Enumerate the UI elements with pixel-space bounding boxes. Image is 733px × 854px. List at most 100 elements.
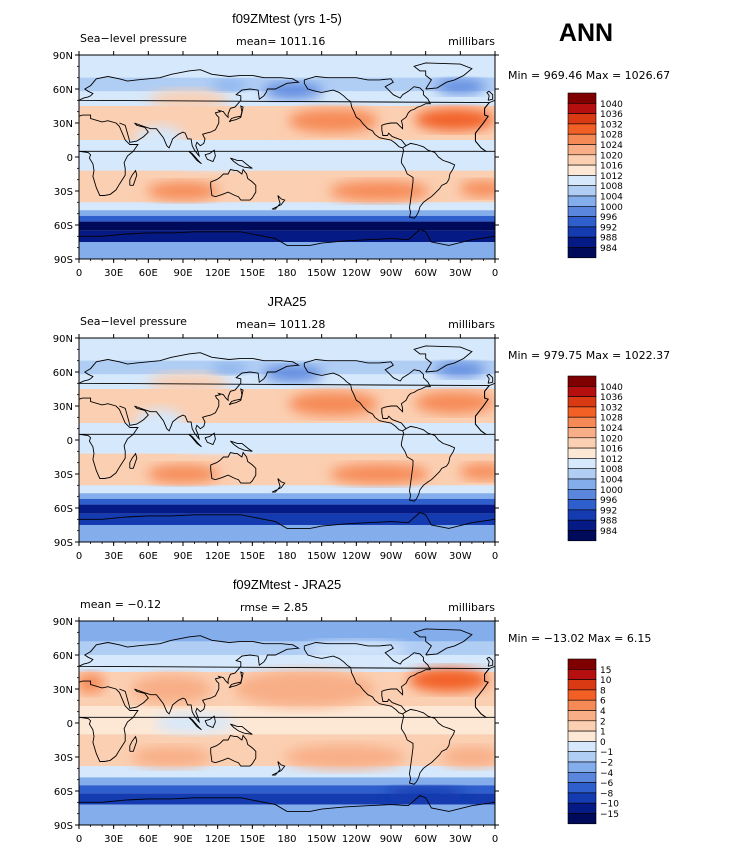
- lat-tick-label: 30S: [54, 470, 73, 481]
- lon-tick-label: 150E: [240, 551, 265, 562]
- field-band-subarctic: [79, 641, 495, 655]
- panel-2-units: millibars: [448, 318, 495, 331]
- colorbar-level-label: 1000: [600, 486, 623, 496]
- lon-tick-label: 0: [492, 551, 498, 562]
- field-blob-sind: [131, 747, 212, 767]
- colorbar-level-label: −1: [600, 748, 613, 758]
- colorbar-level-label: 984: [600, 244, 617, 254]
- lon-tick-label: 90W: [380, 268, 403, 279]
- colorbar-level-label: −2: [600, 759, 613, 769]
- colorbar-swatch: [567, 447, 597, 459]
- colorbar-swatch: [567, 164, 597, 176]
- colorbar-swatch: [567, 185, 597, 197]
- field-band-south-storm-2: [79, 498, 495, 505]
- colorbar-swatch: [567, 679, 597, 691]
- colorbar-level-label: 1: [600, 728, 606, 738]
- colorbar-swatch: [567, 478, 597, 490]
- field-blob-indian-high: [147, 465, 219, 483]
- field-blob-satl-high: [459, 180, 495, 197]
- panel-3-minmax: Min = −13.02 Max = 6.15: [508, 632, 651, 645]
- field-band-south-subtropic: [79, 453, 495, 486]
- lon-tick-label: 120E: [205, 834, 230, 845]
- colorbar-swatch: [567, 103, 597, 114]
- lat-tick-label: 90N: [53, 334, 73, 345]
- lon-tick-label: 120E: [205, 268, 230, 279]
- lon-tick-label: 60W: [414, 834, 437, 845]
- lat-tick-label: 0: [67, 436, 73, 447]
- colorbar-swatch: [567, 792, 597, 804]
- colorbar-swatch: [567, 813, 597, 825]
- lat-tick-label: 30S: [54, 753, 73, 764]
- lat-tick-label: 60N: [53, 368, 73, 379]
- field-band-arctic: [79, 621, 495, 642]
- field-band-south-trough: [79, 793, 495, 805]
- colorbar-level-label: 1016: [600, 445, 623, 455]
- lat-tick-label: 60S: [54, 504, 73, 515]
- field-blob-med: [79, 673, 105, 694]
- lat-tick-label: 30S: [54, 187, 73, 198]
- colorbar-level-label: 996: [600, 496, 617, 506]
- colorbar-swatch: [567, 427, 597, 439]
- field-blob-satl: [441, 747, 495, 767]
- field-blob-npac-high: [288, 108, 379, 133]
- colorbar-level-label: 1040: [600, 383, 623, 393]
- lat-tick-label: 60N: [53, 85, 73, 96]
- colorbar-level-label: −10: [600, 800, 619, 810]
- panel-2-title: JRA25: [267, 294, 306, 309]
- colorbar-level-label: 992: [600, 506, 617, 516]
- lon-tick-label: 120W: [342, 551, 371, 562]
- field-blob-natl-high: [408, 667, 489, 692]
- field-band-antarctic: [79, 242, 495, 259]
- colorbar-swatch: [567, 519, 597, 531]
- lat-tick-label: 30N: [53, 119, 73, 130]
- panel-2-mean: mean= 1011.28: [236, 318, 325, 331]
- field-blob-india-low: [134, 126, 185, 154]
- field-band-south-deep: [79, 785, 495, 794]
- colorbar-level-label: 1016: [600, 162, 623, 172]
- colorbar-swatch: [567, 720, 597, 732]
- lon-tick-label: 180: [277, 834, 296, 845]
- colorbar-level-label: 0: [600, 738, 606, 748]
- colorbar-swatch: [567, 206, 597, 217]
- lon-tick-label: 150W: [307, 551, 336, 562]
- lon-tick-label: 90W: [380, 551, 403, 562]
- colorbar-level-label: 15: [600, 666, 611, 676]
- lon-tick-label: 60W: [414, 551, 437, 562]
- map-field: [79, 55, 495, 259]
- lat-tick-label: 90S: [54, 255, 73, 266]
- colorbar-swatch: [567, 226, 597, 238]
- field-band-south-mid: [79, 202, 495, 211]
- colorbar-1: 1040103610321028102410201016101210081004…: [567, 92, 623, 259]
- field-band-south-mid: [79, 766, 495, 778]
- lon-tick-label: 60E: [139, 551, 158, 562]
- lon-tick-label: 0: [492, 834, 498, 845]
- lat-tick-label: 0: [67, 153, 73, 164]
- colorbar-swatch: [567, 509, 597, 521]
- field-band-antarctic-coast: [79, 230, 495, 242]
- field-blob-maritime: [172, 145, 263, 169]
- lon-tick-label: 0: [492, 268, 498, 279]
- colorbar-swatch: [567, 195, 597, 207]
- panel-3-mean: mean = −0.12: [80, 598, 161, 611]
- lon-tick-label: 60E: [139, 268, 158, 279]
- colorbar-level-label: 2: [600, 717, 606, 727]
- colorbar-swatch: [567, 710, 597, 722]
- lat-tick-label: 90S: [54, 538, 73, 549]
- panel-3-units: millibars: [448, 601, 495, 614]
- lon-tick-label: 30E: [104, 268, 123, 279]
- panel-1-field-label: Sea−level pressure: [80, 32, 187, 45]
- colorbar-level-label: 988: [600, 234, 617, 244]
- field-band-circumpolar-trough: [79, 221, 495, 231]
- field-blob-spac-high: [329, 181, 430, 201]
- map-field: [79, 621, 495, 825]
- field-blob-maritime: [172, 428, 263, 452]
- colorbar-swatch: [567, 406, 597, 418]
- colorbar-2: 1040103610321028102410201016101210081004…: [567, 375, 623, 542]
- colorbar-level-label: 1008: [600, 465, 623, 475]
- lon-tick-label: 30E: [104, 834, 123, 845]
- panel-2-minmax: Min = 979.75 Max = 1022.37: [508, 349, 670, 362]
- field-blob-npac: [234, 671, 375, 707]
- field-band-south-subtropic: [79, 170, 495, 203]
- field-blob-spac: [284, 745, 405, 769]
